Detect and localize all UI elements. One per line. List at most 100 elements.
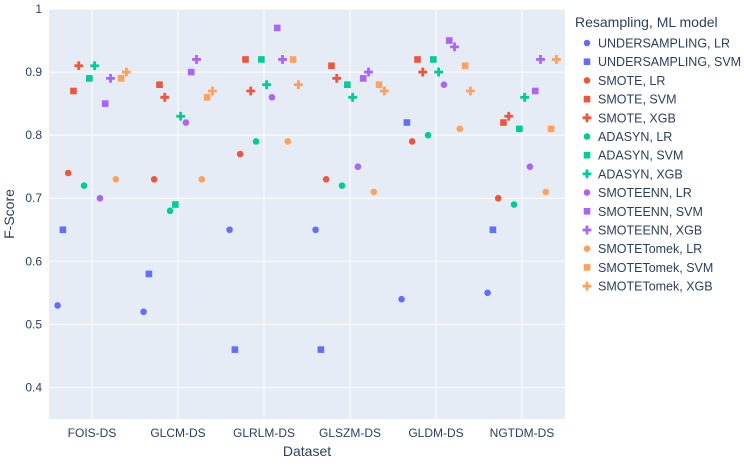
data-point [198, 176, 206, 183]
data-point [504, 111, 514, 121]
legend-item[interactable]: SMOTETomek, SVM [583, 261, 714, 275]
data-point [445, 37, 453, 44]
circle-marker-icon [583, 39, 591, 47]
data-point [268, 94, 276, 101]
data-point [489, 226, 497, 234]
data-point [317, 346, 325, 353]
legend-label: SMOTEENN, XGB [598, 224, 702, 238]
cross-marker-icon [582, 281, 592, 291]
legend-title: Resampling, ML model [575, 14, 718, 30]
legend-label: ADASYN, LR [598, 130, 672, 144]
legend-item[interactable]: ADASYN, LR [583, 130, 673, 144]
legend-item[interactable]: ADASYN, SVM [583, 149, 684, 163]
data-point [484, 289, 491, 297]
data-point [112, 176, 120, 183]
legend-item[interactable]: SMOTEENN, SVM [583, 205, 703, 219]
data-point [96, 194, 104, 202]
data-point [359, 75, 367, 82]
data-point [187, 68, 195, 76]
data-point [414, 56, 421, 63]
cross-marker-icon [582, 225, 592, 235]
legend-item[interactable]: SMOTETomek, LR [583, 242, 702, 256]
legend-item[interactable]: SMOTEENN, LR [583, 186, 692, 200]
data-point [510, 201, 518, 208]
legend-item[interactable]: SMOTE, LR [583, 74, 666, 88]
square-marker-icon [583, 264, 591, 271]
legend-item[interactable]: UNDERSAMPLING, LR [583, 37, 730, 51]
x-tick-label: NGTDM-DS [490, 426, 555, 440]
data-point [278, 55, 287, 64]
y-tick-label: 0.5 [25, 317, 42, 331]
data-point [166, 207, 174, 215]
data-point [192, 55, 201, 64]
data-point [64, 169, 72, 177]
data-point [552, 55, 561, 64]
data-point [456, 125, 464, 133]
legend-label: SMOTE, LR [598, 74, 665, 88]
circle-marker-icon [583, 245, 591, 252]
data-point [332, 73, 342, 83]
data-point [90, 61, 100, 71]
x-tick-labels: FOIS-DS GLCM-DS GLRLM-DS GLSZM-DS GLDM-DS NGT… [68, 426, 555, 440]
data-point [312, 226, 319, 234]
data-point [398, 295, 405, 303]
y-tick-labels: 0.4 0.5 0.6 0.7 0.8 0.9 1 [25, 2, 42, 394]
legend-item[interactable]: SMOTE, SVM [583, 93, 677, 107]
legend-item[interactable]: SMOTEENN, XGB [582, 224, 703, 238]
data-points [54, 24, 561, 353]
y-tick-label: 0.9 [25, 65, 42, 79]
data-point [54, 302, 61, 309]
data-point [140, 308, 147, 316]
legend-item[interactable]: SMOTETomek, XGB [582, 280, 713, 294]
x-tick-label: GLRLM-DS [233, 426, 295, 440]
data-point [466, 86, 475, 96]
data-point [208, 86, 217, 96]
x-tick-label: GLSZM-DS [319, 426, 381, 440]
x-tick-label: GLDM-DS [408, 426, 463, 440]
data-point [370, 188, 378, 196]
data-point [172, 201, 179, 208]
data-point [547, 125, 555, 133]
legend[interactable]: UNDERSAMPLING, LR UNDERSAMPLING, SVM SMOTE… [582, 37, 741, 294]
x-axis-title: Dataset [283, 443, 331, 459]
legend-label: SMOTE, SVM [598, 93, 676, 107]
data-point [86, 75, 93, 82]
data-point [80, 182, 88, 189]
data-point [101, 100, 109, 107]
y-tick-label: 0.4 [25, 380, 42, 394]
data-point [440, 81, 448, 88]
legend-item[interactable]: UNDERSAMPLING, SVM [583, 55, 741, 69]
data-point [526, 163, 534, 170]
data-point [203, 94, 211, 101]
data-point [231, 346, 239, 353]
data-point [242, 56, 249, 63]
legend-label: SMOTEENN, LR [598, 186, 692, 200]
data-point [418, 67, 428, 77]
data-point [531, 87, 539, 95]
data-point [450, 42, 459, 52]
y-axis-title: F-Score [1, 189, 17, 239]
data-point [150, 176, 158, 183]
legend-item[interactable]: SMOTE, XGB [582, 111, 676, 125]
data-point [542, 188, 550, 196]
data-point [536, 55, 545, 64]
legend-label: ADASYN, XGB [598, 167, 683, 181]
data-point [284, 138, 292, 145]
data-point [122, 67, 131, 77]
data-point [328, 62, 335, 70]
cross-marker-icon [582, 113, 592, 123]
cross-marker-icon [582, 169, 592, 179]
data-point [74, 61, 84, 71]
data-point [294, 80, 303, 90]
legend-item[interactable]: ADASYN, XGB [582, 167, 683, 181]
y-tick-label: 0.8 [25, 128, 42, 142]
data-point [520, 92, 530, 102]
data-point [145, 270, 153, 278]
legend-label: SMOTETomek, XGB [598, 280, 713, 294]
data-point [338, 182, 346, 189]
data-point [70, 87, 77, 95]
legend-label: SMOTETomek, SVM [598, 261, 713, 275]
y-tick-label: 0.6 [25, 254, 42, 268]
legend-label: UNDERSAMPLING, LR [598, 37, 730, 51]
